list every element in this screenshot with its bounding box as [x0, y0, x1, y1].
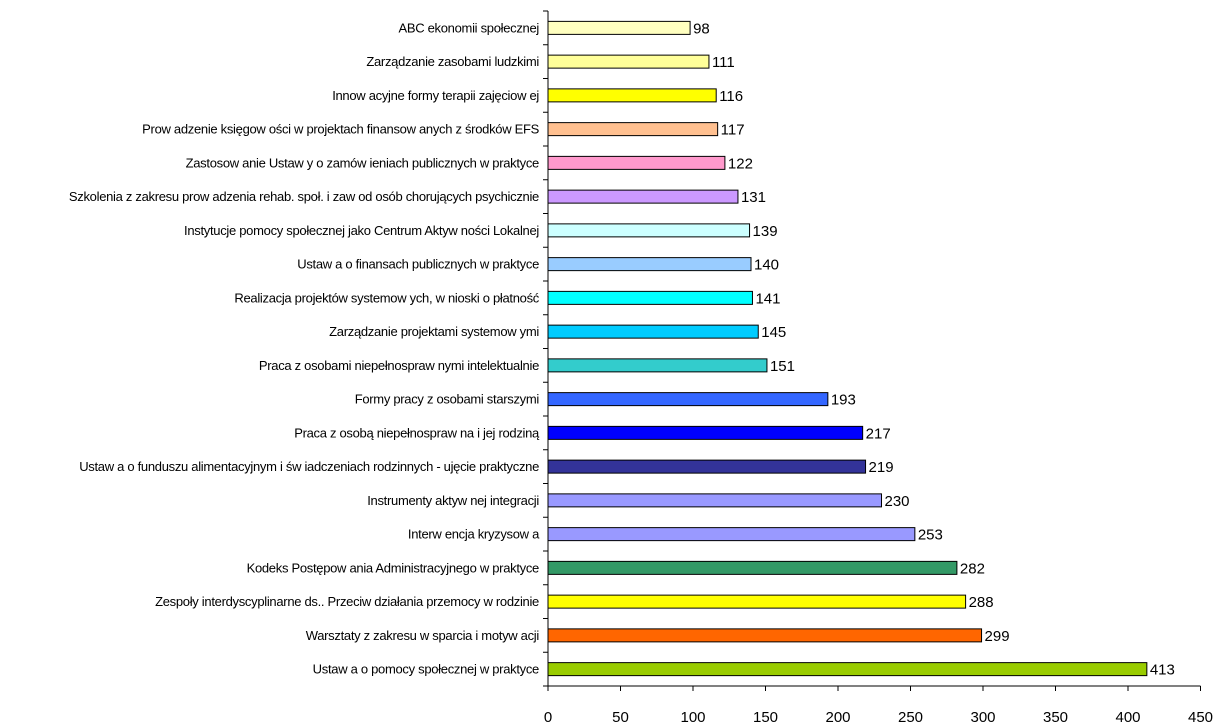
data-label: 299: [985, 628, 1010, 645]
data-label: 139: [753, 223, 778, 240]
bar: [547, 493, 882, 508]
category-label: Instrumenty aktyw nej integracji: [367, 493, 539, 508]
data-label: 288: [969, 594, 994, 611]
bar: [547, 392, 829, 407]
bar: [547, 155, 726, 170]
bar: [547, 122, 719, 137]
category-label: Warsztaty z zakresu w sparcia i motyw ac…: [306, 628, 540, 643]
data-label: 151: [770, 358, 795, 375]
data-label: 145: [761, 324, 786, 341]
axes-layer: [547, 11, 1201, 687]
category-label: Instytucje pomocy społecznej jako Centru…: [184, 223, 539, 238]
bar: [547, 223, 751, 238]
bar: [547, 662, 1148, 677]
x-tick-label: 400: [1115, 709, 1140, 726]
x-tick-label: 300: [970, 709, 995, 726]
data-label: 141: [755, 290, 780, 307]
data-label: 253: [918, 527, 943, 544]
bar: [547, 54, 710, 69]
bar: [547, 459, 867, 474]
data-label: 193: [831, 392, 856, 409]
bar: [547, 628, 983, 643]
x-tick-label: 200: [825, 709, 850, 726]
data-label: 98: [693, 20, 710, 37]
category-label: Realizacja projektów systemow ych, w nio…: [234, 290, 539, 305]
data-label: 219: [869, 459, 894, 476]
x-tick-label: 50: [612, 709, 629, 726]
bar: [547, 594, 967, 609]
category-label: Praca z osobą niepełnospraw na i jej rod…: [294, 425, 540, 440]
category-label: Praca z osobami niepełnospraw nymi intel…: [259, 358, 539, 373]
data-label: 111: [712, 54, 735, 71]
bar: [547, 257, 752, 272]
data-label: 122: [728, 155, 753, 172]
data-label: 217: [866, 425, 891, 442]
bar: [547, 425, 864, 440]
ticks-layer: 0 50 100 150 200 250 300 350 400 450: [543, 10, 1213, 726]
category-label: Ustaw a o funduszu alimentacyjnym i św i…: [79, 459, 539, 474]
bar: [547, 20, 691, 35]
bar: [547, 88, 717, 103]
category-label: Kodeks Postępow ania Administracyjnego w…: [247, 560, 539, 575]
category-label: Zarządzanie projektami systemow ymi: [329, 324, 539, 339]
bar: [547, 290, 753, 305]
data-label: 140: [754, 257, 779, 274]
data-label: 116: [719, 88, 743, 105]
category-label: Zespoły interdyscyplinarne ds.. Przeciw …: [155, 594, 539, 609]
category-label: ABC ekonomii społecznej: [398, 20, 539, 35]
data-label: 282: [960, 560, 985, 577]
category-label: Szkolenia z zakresu prow adzenia rehab. …: [69, 189, 539, 204]
bar: [547, 560, 958, 575]
bar: [547, 324, 759, 339]
bar: [547, 527, 916, 542]
data-label: 413: [1150, 662, 1175, 679]
bars-layer: [547, 20, 1148, 677]
category-label: Zarządzanie zasobami ludzkimi: [366, 54, 539, 69]
data-label: 117: [721, 122, 745, 139]
data-label: 131: [741, 189, 766, 206]
x-tick-label: 150: [753, 709, 778, 726]
category-label: Innow acyjne formy terapii zajęciow ej: [332, 88, 539, 103]
labels-layer: ABC ekonomii społecznej 98 Zarządzanie zas…: [69, 20, 1175, 678]
category-label: Interw encja kryzysow a: [408, 527, 540, 542]
data-label: 230: [885, 493, 910, 510]
category-label: Ustaw a o pomocy społecznej w praktyce: [313, 662, 539, 677]
category-label: Zastosow anie Ustaw y o zamów ieniach pu…: [186, 155, 539, 170]
x-tick-label: 250: [898, 709, 923, 726]
x-tick-label: 350: [1043, 709, 1068, 726]
category-label: Ustaw a o finansach publicznych w prakty…: [297, 257, 539, 272]
bar: [547, 189, 739, 204]
category-label: Prow adzenie księgow ości w projektach f…: [142, 122, 539, 137]
x-tick-label: 450: [1188, 709, 1213, 726]
category-label: Formy pracy z osobami starszymi: [355, 392, 540, 407]
x-tick-label: 100: [680, 709, 705, 726]
x-tick-label: 0: [544, 709, 552, 726]
bar: [547, 358, 768, 373]
